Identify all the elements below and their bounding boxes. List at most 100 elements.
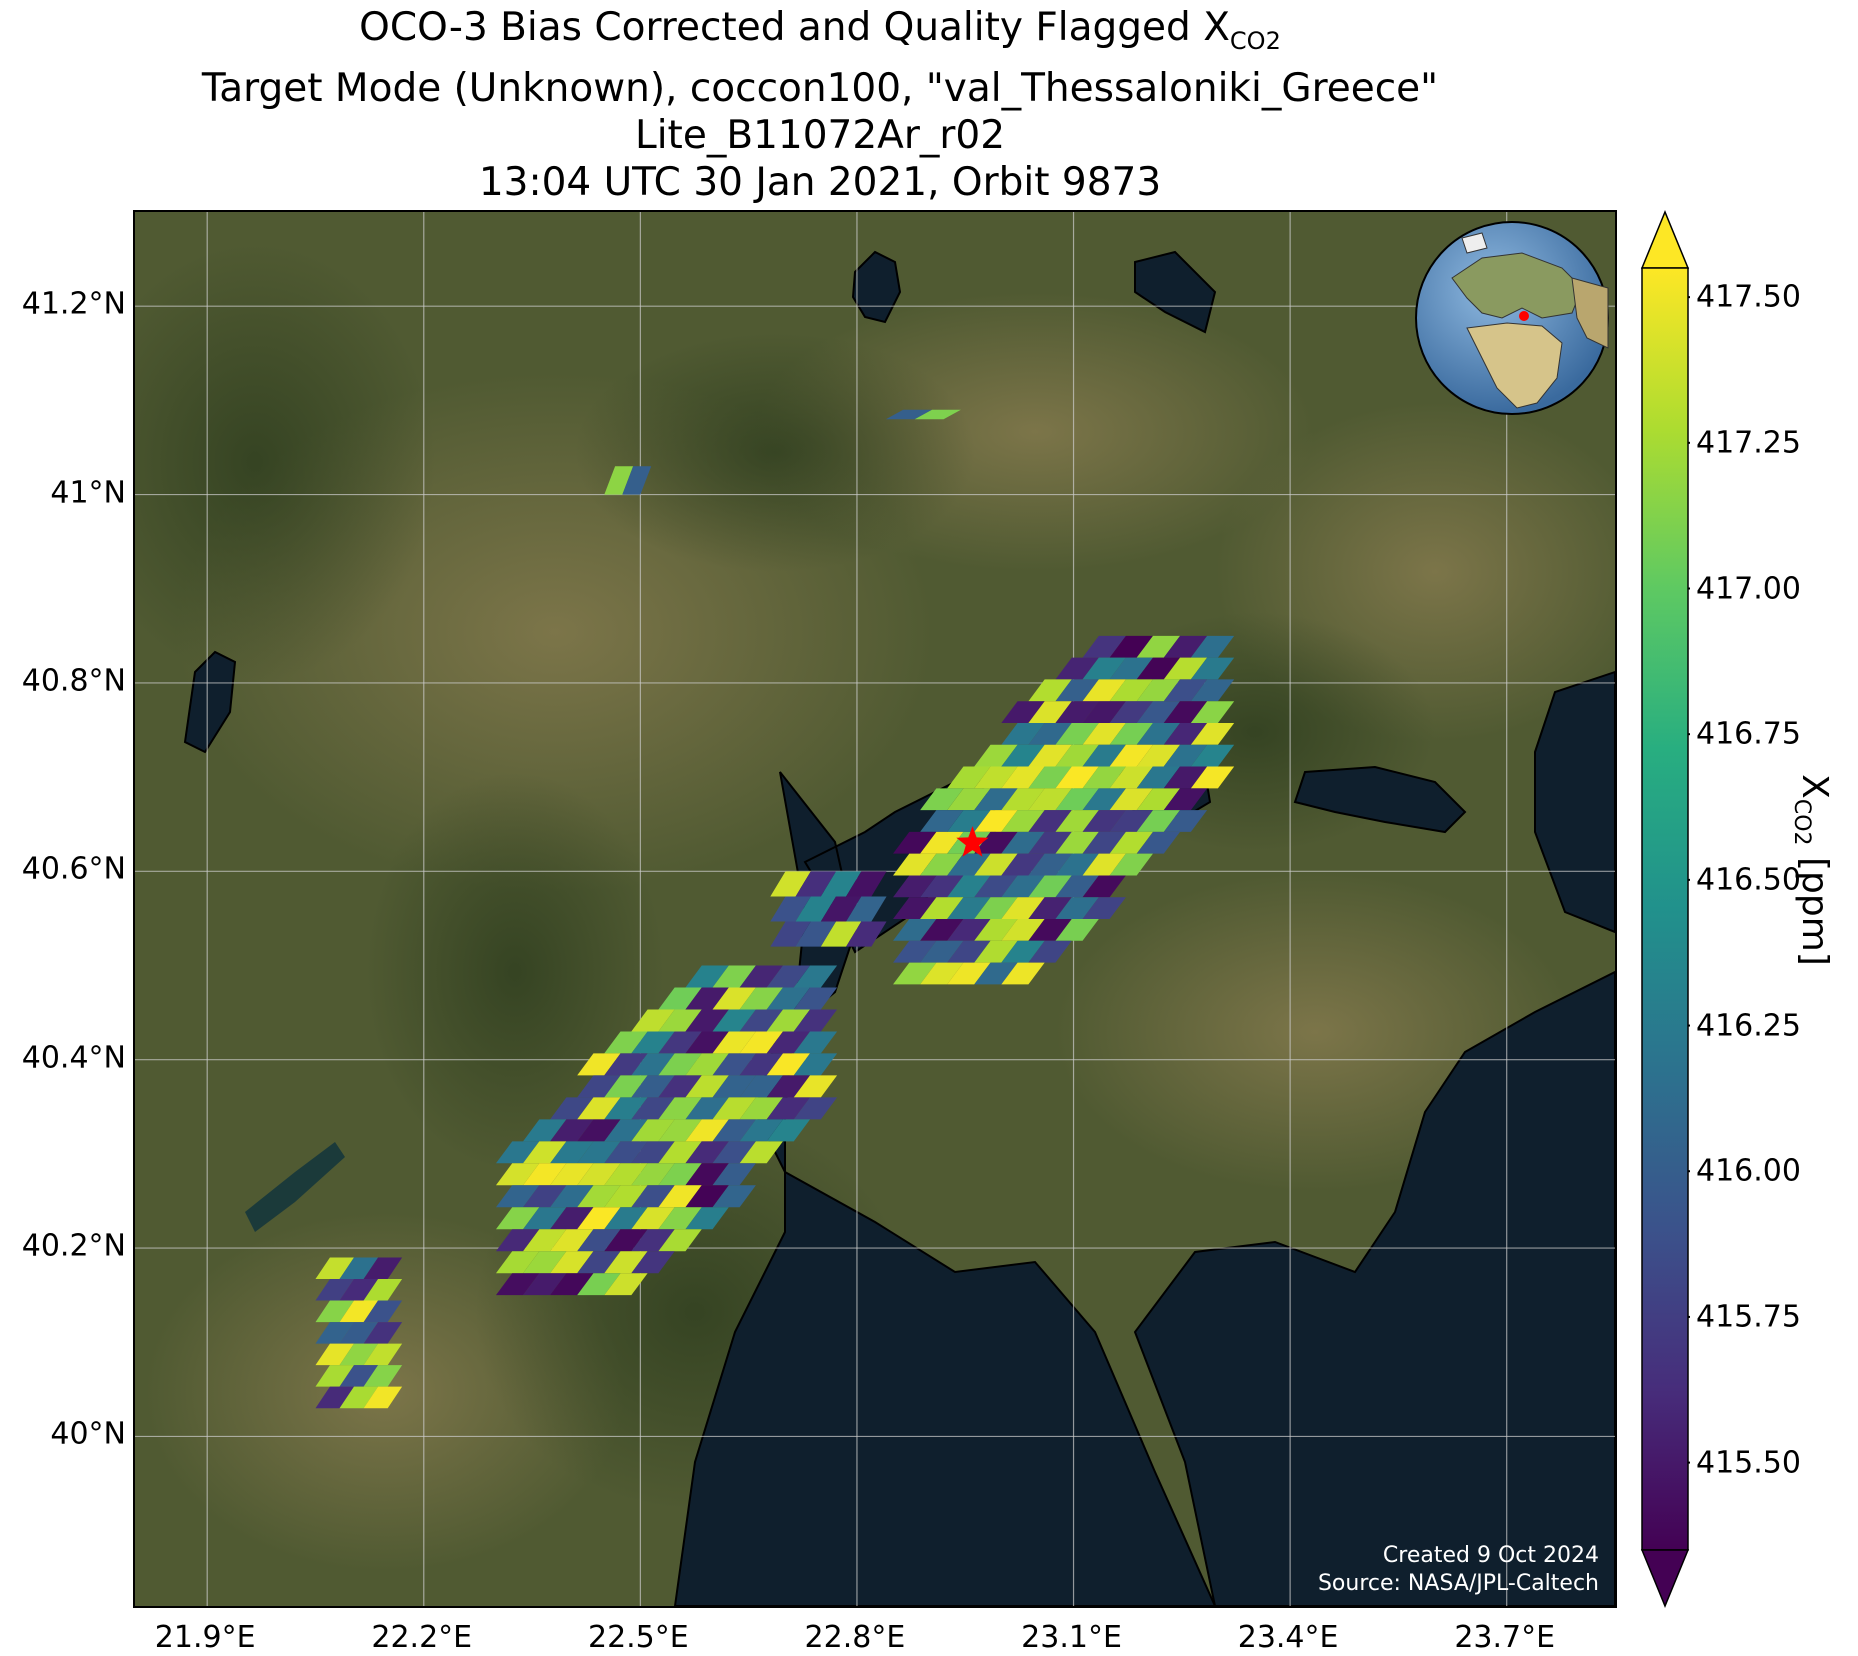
sounding-cell — [631, 1009, 675, 1032]
sounding-cell — [1028, 831, 1072, 854]
sounding-cell — [658, 1009, 702, 1032]
sounding-cell — [795, 896, 837, 922]
sounding-cell — [1055, 853, 1099, 876]
sounding-cell — [315, 1365, 354, 1387]
sounding-cell — [339, 1365, 379, 1387]
lon-tick-label: 22.5°E — [587, 1620, 689, 1655]
sounding-cell — [631, 1119, 675, 1142]
sounding-cell — [577, 1097, 621, 1120]
sounding-cell — [550, 1207, 594, 1230]
sounding-cell — [739, 1031, 783, 1054]
lat-tick-label: 40.4°N — [21, 1040, 126, 1076]
sounding-cell — [712, 1031, 756, 1054]
colorbar-min-extend — [1640, 1549, 1690, 1608]
sounding-cell — [846, 896, 887, 922]
sounding-cell — [339, 1257, 379, 1280]
sounding-cell — [1055, 897, 1099, 920]
sounding-cell — [712, 1075, 756, 1098]
gulf-east — [1133, 970, 1615, 1606]
sounding-cell — [577, 1119, 621, 1142]
sounding-cell — [1163, 701, 1208, 723]
lake-volvi — [1293, 765, 1467, 834]
sounding-cell — [523, 1251, 567, 1274]
sounding-cell — [974, 919, 1018, 941]
sounding-cell — [1082, 788, 1126, 811]
sounding-cell — [631, 1185, 675, 1208]
sounding-cell — [1055, 679, 1099, 702]
sounding-cell — [1001, 788, 1045, 811]
sounding-cell — [1028, 766, 1072, 789]
sounding-cell — [550, 1119, 594, 1142]
sounding-cell — [315, 1257, 354, 1280]
colorbar-title: XCO2 [ppm] — [1789, 774, 1835, 966]
sounding-cell — [766, 1053, 811, 1076]
sounding-cell — [1109, 722, 1153, 745]
sounding-cell — [974, 897, 1018, 920]
sounding-cell — [1136, 657, 1181, 680]
sounding-cell — [685, 965, 729, 988]
sounding-cell — [339, 1343, 379, 1366]
title-line3: Lite_B11072Ar_r02 — [634, 112, 1006, 158]
sounding-cell — [1001, 810, 1045, 832]
sounding-cell — [631, 1141, 675, 1164]
sounding-cell — [1082, 810, 1126, 832]
sounding-cell — [893, 897, 937, 920]
sounding-cell — [920, 897, 964, 920]
sounding-cell — [604, 1053, 648, 1076]
sounding-cell — [920, 788, 964, 811]
sounding-cell — [914, 409, 961, 420]
sounding-cell — [1190, 657, 1235, 680]
sounding-cell — [1001, 744, 1045, 767]
sounding-cell — [1190, 766, 1235, 789]
sounding-cell — [766, 1119, 811, 1142]
sounding-cell — [622, 466, 652, 495]
lat-tick-label: 40°N — [50, 1416, 126, 1452]
sounding-cell — [947, 919, 991, 941]
sounding-cell — [495, 1273, 540, 1296]
colorbar-tick-label: 417.50 — [1696, 279, 1801, 315]
sounding-cell — [523, 1163, 567, 1186]
sounding-cell — [770, 896, 811, 922]
sounding-cell — [1190, 744, 1235, 767]
sounding-cell — [1028, 940, 1072, 963]
sounding-cell — [1082, 744, 1126, 767]
sounding-cell — [363, 1343, 403, 1366]
sounding-cell — [1001, 919, 1045, 941]
sounding-cell — [1001, 722, 1045, 745]
colorbar-tick-label: 416.75 — [1696, 716, 1801, 752]
sounding-cell — [1163, 635, 1208, 658]
sounding-cell — [1001, 962, 1045, 985]
sounding-cell — [604, 1185, 648, 1208]
sounding-cell — [1136, 635, 1181, 658]
sounding-cell — [1082, 722, 1126, 745]
sounding-cell — [495, 1163, 540, 1186]
sounding-cell — [739, 1141, 783, 1164]
map-panel[interactable]: Created 9 Oct 2024 Source: NASA/JPL-Calt… — [133, 210, 1617, 1608]
sounding-cell — [1109, 635, 1153, 658]
sounding-cell — [604, 1163, 648, 1186]
sounding-cell — [766, 1097, 811, 1120]
sounding-cell — [1163, 657, 1208, 680]
sounding-cell — [1001, 940, 1045, 963]
sounding-cell — [1082, 766, 1126, 789]
sounding-cell — [1163, 766, 1208, 789]
sounding-cell — [577, 1141, 621, 1164]
sounding-cell — [739, 987, 783, 1010]
title-line1: OCO-3 Bias Corrected and Quality Flagged… — [359, 5, 1230, 50]
sounding-cell — [550, 1185, 594, 1208]
sounding-cell — [523, 1141, 567, 1164]
sounding-cell — [1001, 701, 1045, 723]
sounding-cell — [974, 744, 1018, 767]
sounding-cell — [1109, 657, 1153, 680]
sounding-cell — [893, 962, 937, 985]
sounding-cell — [974, 788, 1018, 811]
sounding-cell — [920, 875, 964, 898]
sounding-cell — [1109, 701, 1153, 723]
sounding-cell — [685, 1053, 729, 1076]
sounding-cell — [712, 1119, 756, 1142]
sounding-cell — [363, 1365, 403, 1387]
sounding-cell — [1055, 875, 1099, 898]
sounding-cell — [604, 1251, 648, 1274]
sounding-cell — [658, 1097, 702, 1120]
sounding-cell — [795, 871, 837, 897]
